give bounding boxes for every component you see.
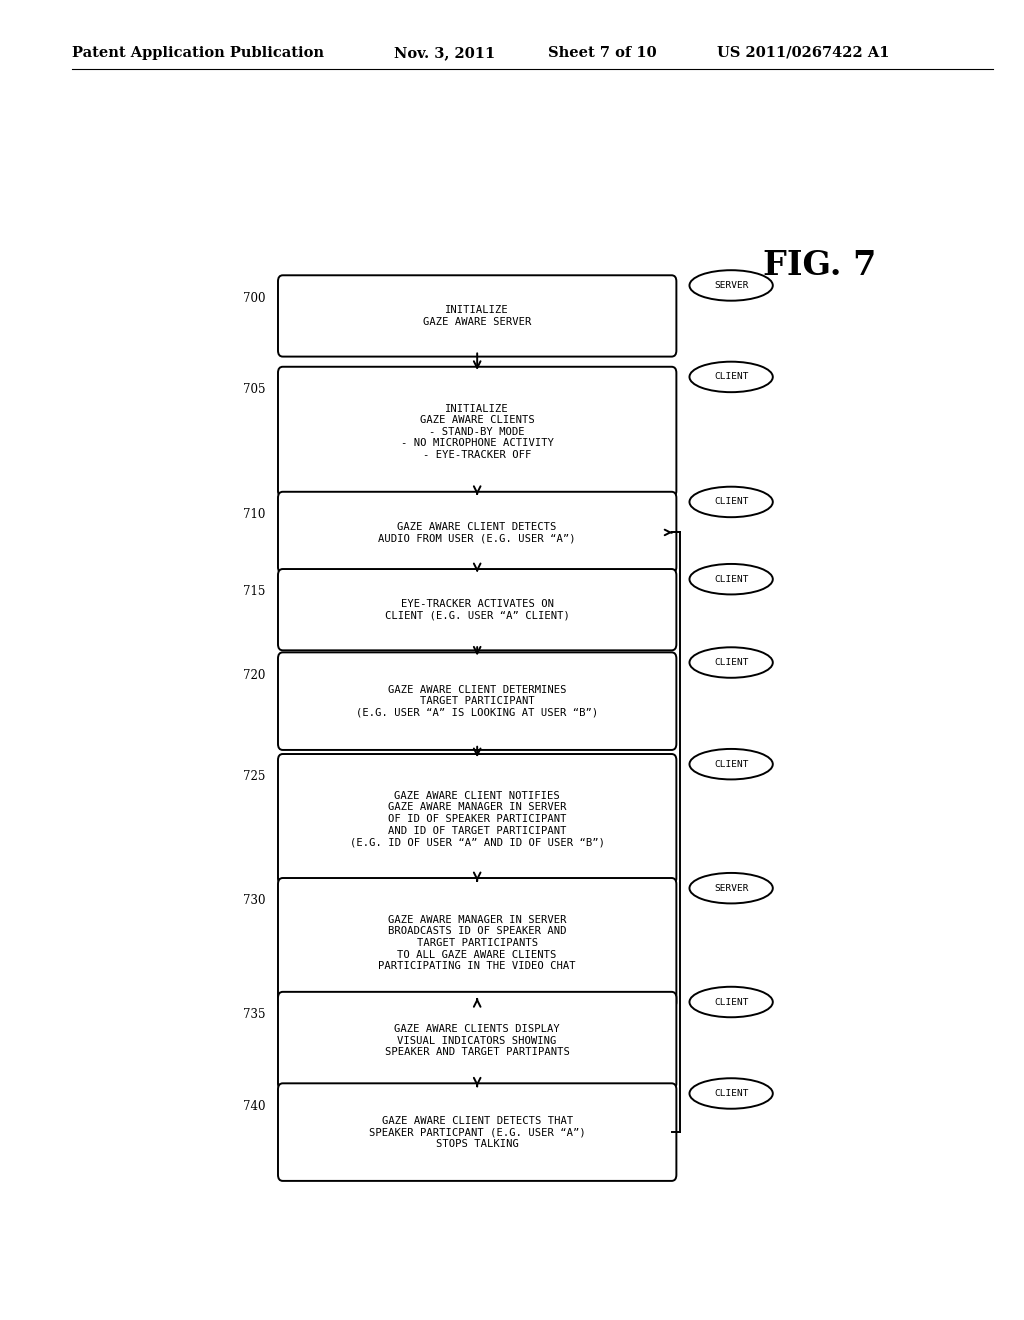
Text: GAZE AWARE MANAGER IN SERVER
BROADCASTS ID OF SPEAKER AND
TARGET PARTICIPANTS
TO: GAZE AWARE MANAGER IN SERVER BROADCASTS … <box>379 915 575 972</box>
FancyBboxPatch shape <box>278 367 677 496</box>
Text: SERVER: SERVER <box>714 883 749 892</box>
Text: 715: 715 <box>243 585 265 598</box>
Text: CLIENT: CLIENT <box>714 659 749 667</box>
Ellipse shape <box>689 1078 773 1109</box>
Text: CLIENT: CLIENT <box>714 372 749 381</box>
FancyBboxPatch shape <box>278 991 677 1089</box>
Text: INITIALIZE
GAZE AWARE SERVER: INITIALIZE GAZE AWARE SERVER <box>423 305 531 327</box>
Text: GAZE AWARE CLIENT DETECTS THAT
SPEAKER PARTICPANT (E.G. USER “A”)
STOPS TALKING: GAZE AWARE CLIENT DETECTS THAT SPEAKER P… <box>369 1115 586 1148</box>
Text: CLIENT: CLIENT <box>714 998 749 1007</box>
Text: 725: 725 <box>243 771 265 783</box>
FancyBboxPatch shape <box>278 652 677 750</box>
Text: 700: 700 <box>243 292 265 305</box>
Ellipse shape <box>689 564 773 594</box>
Ellipse shape <box>689 271 773 301</box>
Text: CLIENT: CLIENT <box>714 760 749 768</box>
Text: Patent Application Publication: Patent Application Publication <box>72 46 324 59</box>
FancyBboxPatch shape <box>278 754 677 884</box>
Text: CLIENT: CLIENT <box>714 1089 749 1098</box>
Text: FIG. 7: FIG. 7 <box>763 248 877 281</box>
Text: CLIENT: CLIENT <box>714 574 749 583</box>
Ellipse shape <box>689 987 773 1018</box>
Text: 705: 705 <box>243 383 265 396</box>
Text: EYE-TRACKER ACTIVATES ON
CLIENT (E.G. USER “A” CLIENT): EYE-TRACKER ACTIVATES ON CLIENT (E.G. US… <box>385 599 569 620</box>
Text: US 2011/0267422 A1: US 2011/0267422 A1 <box>717 46 889 59</box>
Ellipse shape <box>689 748 773 779</box>
Text: 730: 730 <box>243 894 265 907</box>
FancyBboxPatch shape <box>278 878 677 1008</box>
Text: SERVER: SERVER <box>714 281 749 290</box>
Text: CLIENT: CLIENT <box>714 498 749 507</box>
Text: 735: 735 <box>243 1008 265 1022</box>
Text: GAZE AWARE CLIENT NOTIFIES
GAZE AWARE MANAGER IN SERVER
OF ID OF SPEAKER PARTICI: GAZE AWARE CLIENT NOTIFIES GAZE AWARE MA… <box>349 791 605 847</box>
Text: Sheet 7 of 10: Sheet 7 of 10 <box>548 46 656 59</box>
Text: GAZE AWARE CLIENTS DISPLAY
VISUAL INDICATORS SHOWING
SPEAKER AND TARGET PARTIPAN: GAZE AWARE CLIENTS DISPLAY VISUAL INDICA… <box>385 1024 569 1057</box>
Text: 720: 720 <box>243 669 265 681</box>
FancyBboxPatch shape <box>278 276 677 356</box>
Text: GAZE AWARE CLIENT DETECTS
AUDIO FROM USER (E.G. USER “A”): GAZE AWARE CLIENT DETECTS AUDIO FROM USE… <box>379 521 575 544</box>
Text: 710: 710 <box>243 508 265 521</box>
Ellipse shape <box>689 873 773 903</box>
Ellipse shape <box>689 362 773 392</box>
FancyBboxPatch shape <box>278 569 677 651</box>
Text: GAZE AWARE CLIENT DETERMINES
TARGET PARTICIPANT
(E.G. USER “A” IS LOOKING AT USE: GAZE AWARE CLIENT DETERMINES TARGET PART… <box>356 685 598 718</box>
Ellipse shape <box>689 487 773 517</box>
Text: INITIALIZE
GAZE AWARE CLIENTS
- STAND-BY MODE
- NO MICROPHONE ACTIVITY
- EYE-TRA: INITIALIZE GAZE AWARE CLIENTS - STAND-BY… <box>400 404 554 459</box>
FancyBboxPatch shape <box>278 1084 677 1181</box>
Text: Nov. 3, 2011: Nov. 3, 2011 <box>394 46 496 59</box>
Text: 740: 740 <box>243 1100 265 1113</box>
Ellipse shape <box>689 647 773 677</box>
FancyBboxPatch shape <box>278 492 677 573</box>
